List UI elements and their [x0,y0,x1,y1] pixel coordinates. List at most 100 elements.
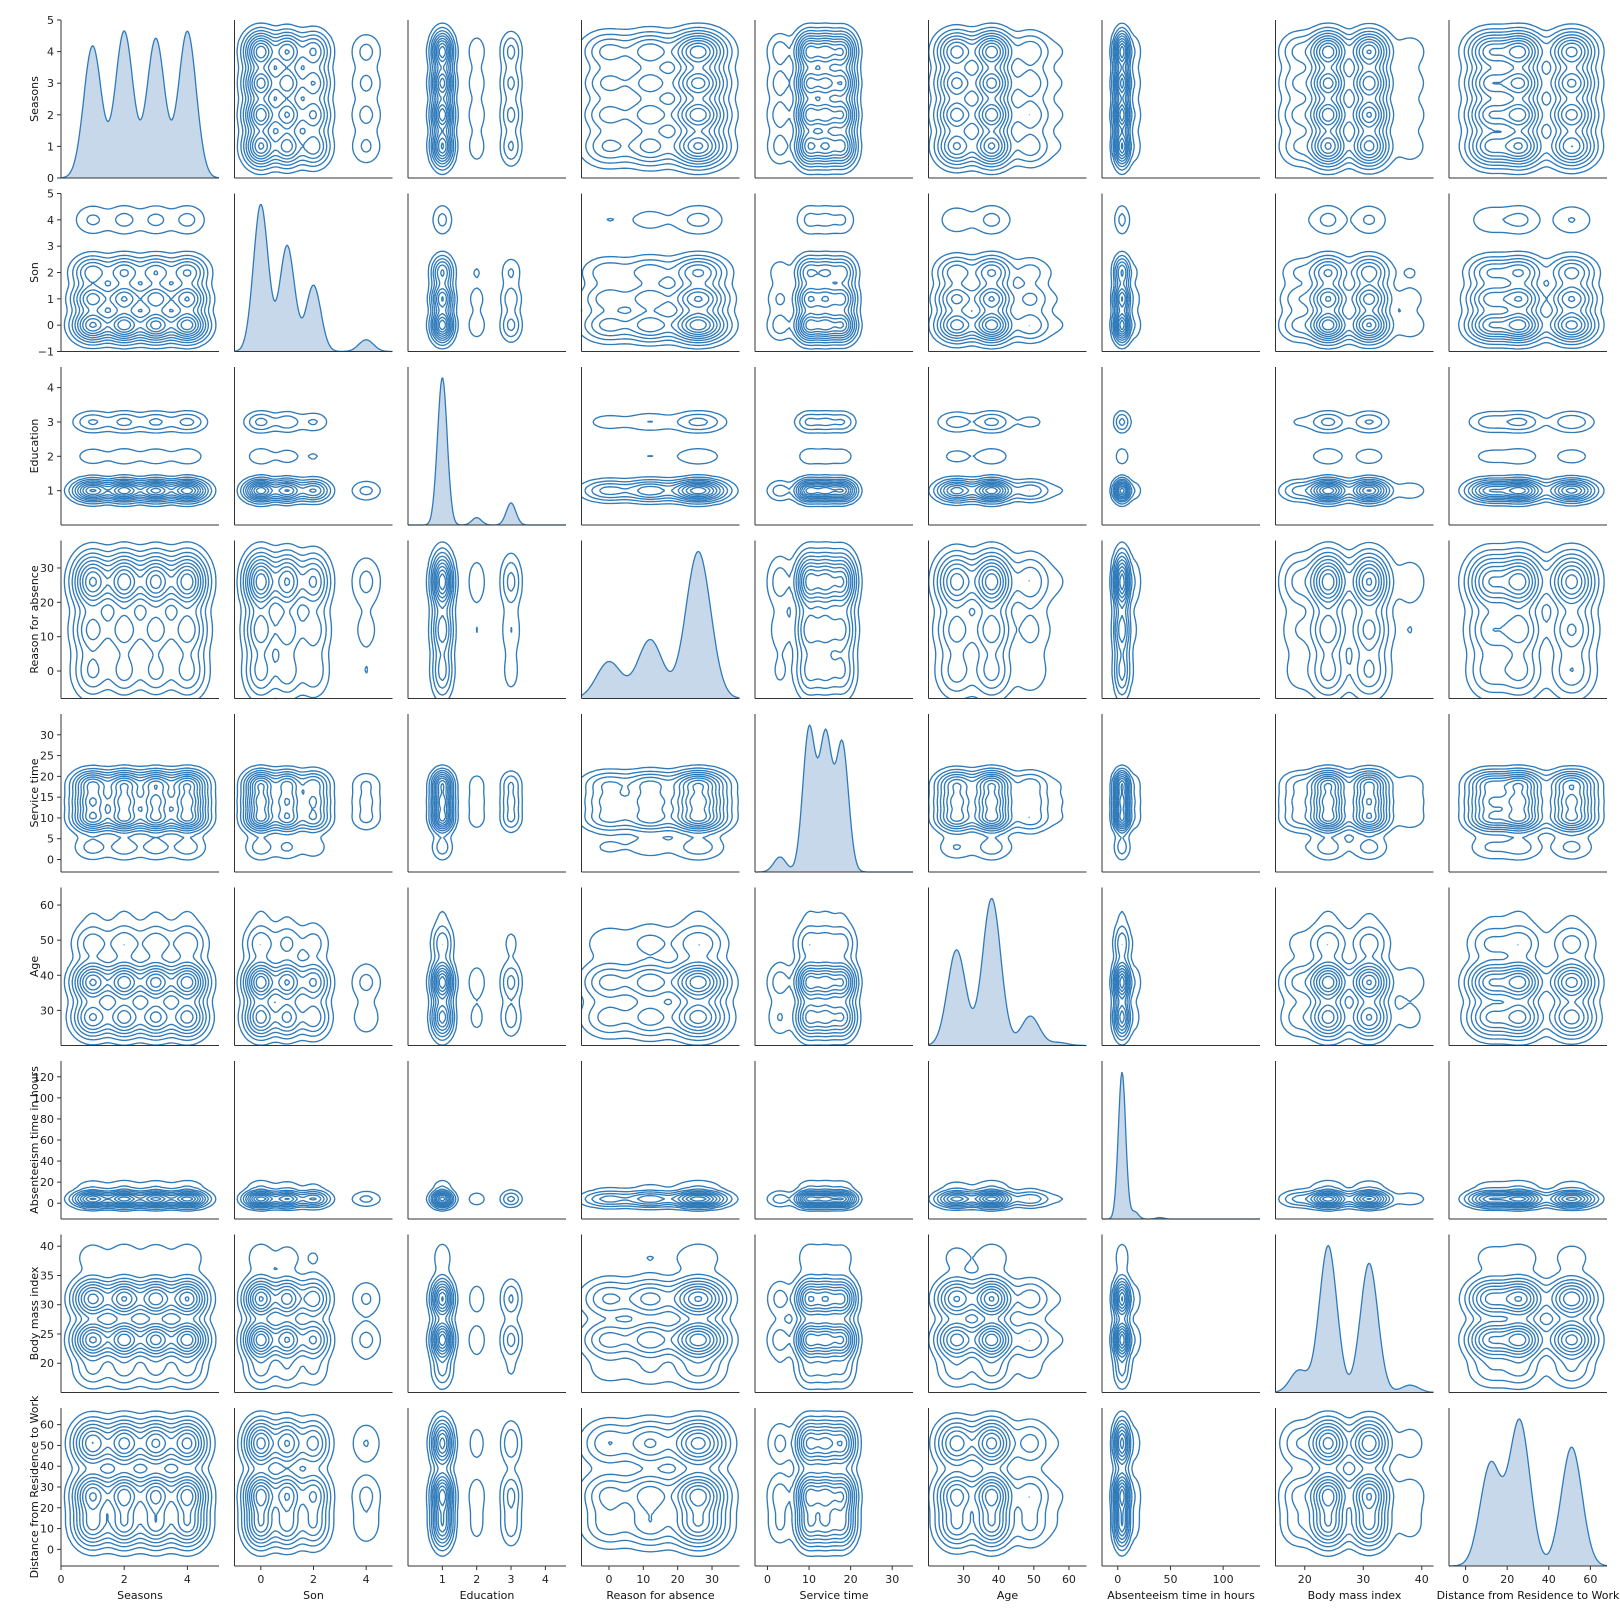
contour-level-7 [950,483,1004,498]
contour-level-2 [584,26,733,171]
contour-level-5 [1114,964,1130,1032]
contour-level-4 [1471,261,1593,342]
contour-level-4 [1304,771,1388,832]
contour-level-6 [434,269,451,338]
contour-level-1 [1458,910,1605,1046]
y-tick-label: 1 [47,293,54,306]
contour-level-6 [677,482,718,499]
x-tick-label: 0 [764,1573,771,1586]
contour-level-4 [795,32,856,165]
panel-body-mass-index-vs-service-time [754,1234,913,1393]
x-tick-label: 0 [257,1573,264,1586]
contour-level-5 [433,1283,452,1359]
kde-fill-reason-for-absence [581,551,740,699]
contour-level-5 [942,1191,1010,1207]
contour-level-9 [805,975,845,990]
contour-level-4 [244,944,325,1035]
contour-level-2 [239,26,374,171]
contour-level-6 [248,562,318,603]
contour-level-5 [942,35,1010,163]
contour-level-2 [239,1273,374,1384]
contour-level-4 [1471,555,1593,682]
panel-service-time-vs-distance-from-residence-to-work [1448,714,1607,873]
contour-level-9 [689,45,707,151]
panel-service-time-vs-seasons: 0 5 10 15 20 25 30 Service time [28,714,219,873]
contour-level-2 [932,1415,1049,1552]
contour-level-6 [434,1429,451,1537]
contour-level-2 [428,767,520,855]
contour-level-2 [772,1273,860,1384]
contour-level-4 [598,261,725,342]
contour-level-8 [1117,1437,1127,1527]
contour-level-9 [1119,1296,1125,1347]
panel-son-vs-age [928,193,1087,352]
panel-distance-from-residence-to-work-vs-body-mass-index: 20 30 40 Body mass index [1275,1408,1434,1602]
contour-level-6 [1478,1285,1586,1355]
contour-level-9 [1321,1196,1372,1202]
y-tick-label: 40 [40,1240,54,1253]
y-axis-label: Body mass index [28,1266,41,1360]
contour-level-6 [799,482,852,499]
contour-level-1 [63,1410,217,1557]
contour-level-4 [244,479,325,502]
contour-level-8 [802,485,848,496]
contour-level-3 [1112,257,1133,344]
y-tick-label: 40 [40,969,54,982]
contour-level-8 [1117,485,1127,496]
panel-reason-for-absence-vs-distance-from-residence-to-work [1448,540,1607,700]
panel-son-vs-reason-for-absence [580,193,740,352]
y-axis-label: Reason for absence [28,565,41,673]
x-tick-label: 4 [184,1573,191,1586]
contour-level-4 [1471,1280,1593,1364]
contour-level-5 [1310,1191,1385,1207]
contour-level-4 [1304,944,1388,1035]
contour-level-9 [255,486,267,495]
contour-level-8 [253,1436,291,1527]
contour-level-7 [681,970,715,1025]
contour-level-6 [79,562,202,603]
contour-level-9 [689,1295,707,1347]
kde-curve-age [928,897,1087,1047]
y-tick-label: 30 [40,1299,54,1312]
contour-level-1 [1458,204,1605,350]
contour-level-3 [1467,931,1596,1038]
y-tick-label: 60 [40,899,54,912]
contour-level-9 [88,486,194,495]
contour-level-4 [1304,261,1388,342]
contour-level-6 [1313,268,1383,338]
contour-level-7 [801,1193,850,1205]
contour-level-9 [1508,486,1527,495]
contour-level-4 [1304,555,1388,682]
y-tick-label: 20 [40,1357,54,1370]
y-tick-label: 20 [40,770,54,783]
kde-curve-body-mass-index [1275,1244,1434,1393]
contour-level-8 [437,779,448,825]
contour-level-8 [437,42,448,154]
panel-son-vs-service-time [754,193,913,352]
contour-level-4 [795,1422,856,1544]
contour-level-6 [1115,1429,1129,1537]
contour-level-6 [1313,1429,1383,1537]
x-tick-label: 2 [310,1573,317,1586]
y-tick-label: 0 [47,172,54,185]
contour-level-3 [430,769,516,834]
contour-level-4 [1113,1280,1131,1364]
contour-level-2 [772,925,860,1042]
x-tick-label: 60 [1062,1573,1076,1586]
contour-level-9 [1321,1488,1373,1507]
contour-level-4 [431,1422,454,1544]
y-tick-label: 20 [40,1176,54,1189]
contour-level-2 [239,767,374,855]
y-tick-label: 1 [47,140,54,153]
contour-level-7 [949,1432,1004,1533]
contour-level-2 [1284,547,1395,696]
contour-level-3 [591,1277,729,1377]
contour-level-9 [1119,319,1125,331]
contour-level-5 [636,773,722,830]
contour-level-3 [793,417,858,503]
x-tick-label: 3 [508,1573,515,1586]
contour-level-3 [1291,931,1391,1038]
contour-level-5 [76,773,204,830]
contour-level-4 [431,771,454,832]
contour-level-9 [88,573,194,591]
